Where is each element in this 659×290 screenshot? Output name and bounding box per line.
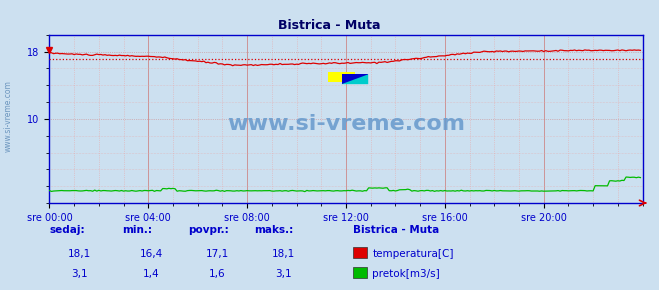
Polygon shape [341, 74, 368, 84]
Text: 3,1: 3,1 [275, 269, 292, 279]
Text: Bistrica - Muta: Bistrica - Muta [353, 225, 439, 235]
Text: povpr.:: povpr.: [188, 225, 229, 235]
FancyBboxPatch shape [328, 72, 355, 82]
Text: min.:: min.: [122, 225, 152, 235]
FancyBboxPatch shape [341, 74, 368, 84]
Text: 1,4: 1,4 [143, 269, 160, 279]
Text: 1,6: 1,6 [209, 269, 226, 279]
Text: 16,4: 16,4 [140, 249, 163, 259]
Text: pretok[m3/s]: pretok[m3/s] [372, 269, 440, 279]
Text: www.si-vreme.com: www.si-vreme.com [3, 80, 13, 152]
Text: 18,1: 18,1 [67, 249, 91, 259]
Text: www.si-vreme.com: www.si-vreme.com [227, 114, 465, 134]
Text: 18,1: 18,1 [272, 249, 295, 259]
Text: sedaj:: sedaj: [49, 225, 85, 235]
Text: Bistrica - Muta: Bistrica - Muta [278, 19, 381, 32]
Text: temperatura[C]: temperatura[C] [372, 249, 454, 259]
Text: 3,1: 3,1 [71, 269, 88, 279]
Text: maks.:: maks.: [254, 225, 293, 235]
Text: 17,1: 17,1 [206, 249, 229, 259]
